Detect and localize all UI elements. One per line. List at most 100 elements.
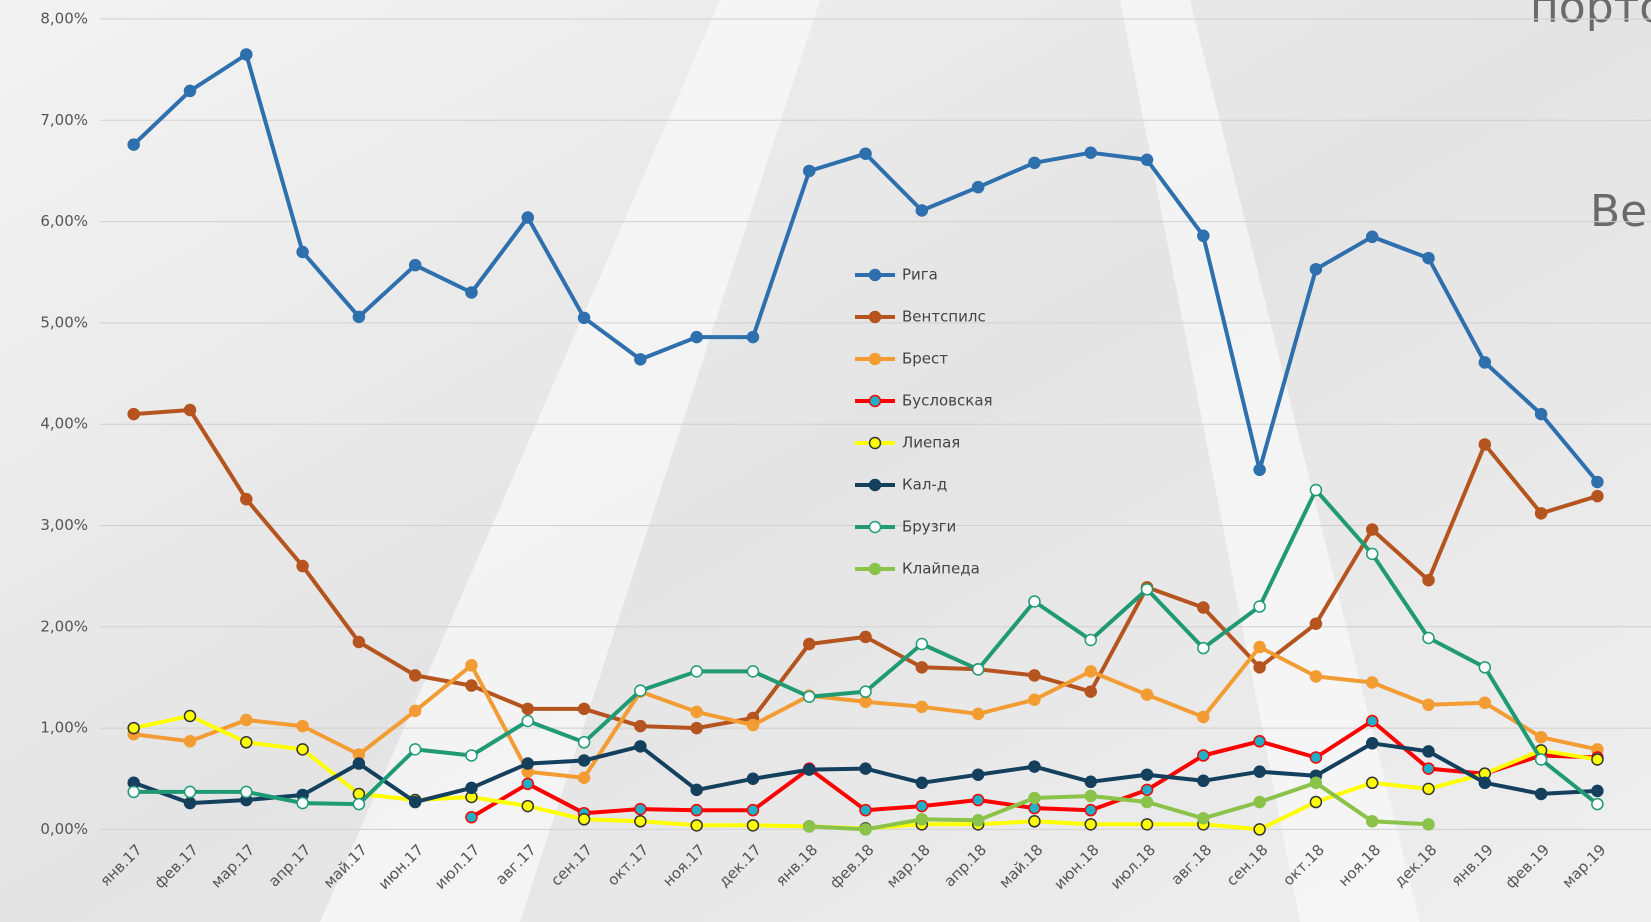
legend-label: Рига xyxy=(902,266,938,284)
data-point xyxy=(1253,795,1266,809)
data-point xyxy=(1534,753,1548,766)
data-point xyxy=(1253,765,1266,778)
data-point xyxy=(1253,600,1266,613)
header-fragment: порто xyxy=(1530,0,1651,33)
data-point xyxy=(1534,787,1548,801)
data-point xyxy=(1197,710,1210,724)
data-point xyxy=(352,797,366,811)
data-point xyxy=(1140,795,1154,809)
data-point xyxy=(746,803,760,817)
data-point xyxy=(1309,776,1323,790)
data-point xyxy=(465,810,478,824)
data-point xyxy=(1028,669,1041,682)
data-point xyxy=(1309,670,1323,683)
rail-decor xyxy=(1120,0,1420,922)
data-point xyxy=(859,762,872,775)
data-point xyxy=(1028,801,1041,815)
data-point xyxy=(577,813,591,826)
legend-marker xyxy=(868,562,882,576)
data-point xyxy=(1253,823,1266,836)
data-point xyxy=(183,785,197,799)
data-point xyxy=(521,757,535,770)
data-point xyxy=(971,768,985,781)
data-point xyxy=(859,685,872,698)
data-point xyxy=(1534,507,1548,520)
legend-label: Лиепая xyxy=(902,434,960,452)
data-point xyxy=(1140,818,1154,831)
data-point xyxy=(240,713,253,727)
y-tick-label: 8,00% xyxy=(40,10,88,28)
data-point xyxy=(352,635,366,649)
data-point xyxy=(915,776,929,790)
y-tick-label: 4,00% xyxy=(40,415,88,433)
data-point xyxy=(1365,737,1379,750)
data-point xyxy=(1197,749,1210,762)
legend-label: Клайпеда xyxy=(902,560,980,578)
data-point xyxy=(1084,633,1097,647)
data-point xyxy=(803,820,816,833)
data-point xyxy=(352,757,366,770)
rail-decor xyxy=(320,0,820,922)
data-point xyxy=(690,783,703,797)
data-point xyxy=(746,665,760,678)
data-point xyxy=(1140,688,1154,701)
data-point xyxy=(1140,583,1154,596)
data-point xyxy=(1084,685,1097,698)
data-point xyxy=(240,785,253,799)
series-line xyxy=(809,780,1429,832)
data-point xyxy=(1478,776,1492,790)
data-point xyxy=(1197,641,1210,655)
data-point xyxy=(1028,760,1041,773)
data-point xyxy=(127,721,140,735)
data-point xyxy=(296,245,309,259)
data-point xyxy=(296,743,309,756)
data-point xyxy=(971,180,985,194)
data-point xyxy=(577,754,591,767)
y-tick-label: 1,00% xyxy=(40,719,88,737)
data-point xyxy=(859,147,872,160)
data-point xyxy=(1028,693,1041,706)
data-point xyxy=(408,795,422,809)
legend-marker xyxy=(868,478,882,492)
data-point xyxy=(971,663,985,676)
legend-marker xyxy=(868,520,882,534)
legend-marker xyxy=(868,436,882,450)
data-point xyxy=(521,211,535,224)
data-point xyxy=(1028,815,1041,828)
data-point xyxy=(183,709,197,723)
data-point xyxy=(1084,789,1097,803)
data-point xyxy=(183,796,197,810)
legend-label: Кал-д xyxy=(902,476,947,494)
data-point xyxy=(240,48,253,61)
data-point xyxy=(1365,523,1379,536)
data-point xyxy=(240,736,253,749)
data-point xyxy=(634,815,647,828)
data-point xyxy=(1478,661,1492,674)
data-point xyxy=(1591,784,1604,798)
data-point xyxy=(465,679,478,692)
header-fragment: Ве xyxy=(1590,186,1647,237)
data-point xyxy=(915,661,929,674)
data-point xyxy=(408,743,422,756)
data-point xyxy=(690,665,703,678)
data-point xyxy=(1197,229,1210,243)
legend-label: Бусловская xyxy=(902,392,993,410)
data-point xyxy=(1422,631,1435,645)
data-point xyxy=(1478,696,1492,710)
legend-marker xyxy=(868,394,882,408)
data-point xyxy=(634,353,647,366)
data-point xyxy=(296,559,309,573)
data-point xyxy=(690,721,703,735)
data-point xyxy=(746,718,760,732)
data-point xyxy=(1028,595,1041,608)
data-point xyxy=(465,286,478,299)
data-point xyxy=(1140,768,1154,781)
data-point xyxy=(1422,782,1435,796)
data-point xyxy=(634,802,647,816)
data-point xyxy=(183,84,197,98)
data-point xyxy=(1084,665,1097,678)
y-tick-label: 7,00% xyxy=(40,111,88,129)
data-point xyxy=(1534,407,1548,421)
data-point xyxy=(859,803,872,817)
data-point xyxy=(521,777,535,791)
